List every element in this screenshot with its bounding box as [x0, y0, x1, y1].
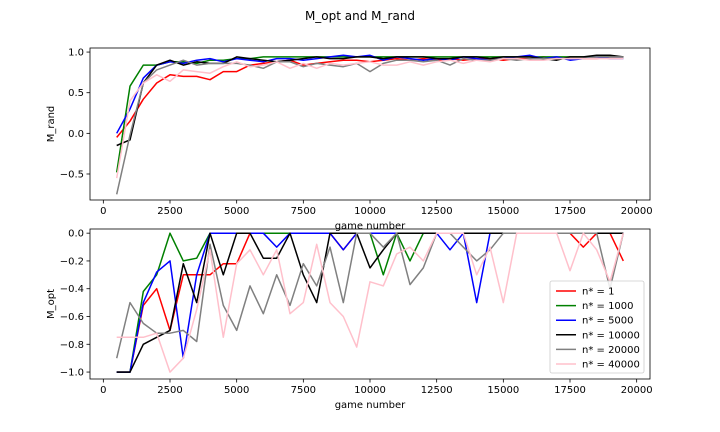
m-opt-y-tick-label: −1.0 [60, 368, 84, 379]
m-opt-legend-label: n* = 10000 [582, 330, 640, 341]
m-rand-x-tick-label: 10000 [354, 206, 386, 217]
m-opt-legend-label: n* = 5000 [582, 316, 634, 327]
m-rand-y-tick-label: −0.5 [60, 169, 84, 180]
m-opt-panel: 0 2500 5000 7500 10000 12500 15000 17500 20000 −1… [46, 228, 653, 411]
m-rand-x-tick-label: 0 [100, 206, 106, 217]
m-rand-series-line-n20000 [115, 56, 624, 195]
m-opt-y-tick-label: −0.4 [60, 284, 84, 295]
m-opt-y-tick-label: 0.0 [68, 229, 84, 240]
m-opt-x-tick-label: 10000 [354, 385, 386, 396]
m-rand-y-tick-label: 0.5 [68, 88, 84, 99]
figure-title: M_opt and M_rand [305, 9, 415, 23]
m-opt-x-tick-label: 2500 [157, 385, 182, 396]
m-opt-legend-label: n* = 1000 [582, 301, 634, 312]
m-opt-legend-label: n* = 1 [582, 287, 614, 298]
m-opt-x-tick-label: 12500 [421, 385, 453, 396]
m-opt-x-tick-label: 7500 [291, 385, 316, 396]
m-opt-y-tick-label: −0.6 [60, 312, 84, 323]
m-rand-x-tick-label: 7500 [291, 206, 316, 217]
m-opt-legend-label: n* = 40000 [582, 360, 640, 371]
m-opt-y-tick-label: −0.2 [60, 256, 84, 267]
m-rand-x-tick-label: 15000 [487, 206, 519, 217]
m-rand-panel: 0 2500 5000 7500 10000 12500 15000 17500 20000 −0… [46, 48, 653, 232]
m-opt-x-tick-label: 5000 [224, 385, 249, 396]
m-rand-x-tick-label: 20000 [621, 206, 653, 217]
m-rand-y-tick-label: 0.0 [68, 129, 84, 140]
m-rand-y-axis-label: M_rand [46, 106, 57, 143]
m-opt-x-tick-label: 20000 [621, 385, 653, 396]
m-rand-x-tick-label: 17500 [554, 206, 586, 217]
m-opt-legend-label: n* = 20000 [582, 345, 640, 356]
m-opt-series-line-n40000 [116, 232, 625, 373]
m-rand-x-tick-label: 12500 [421, 206, 453, 217]
m-rand-x-tick-label: 2500 [157, 206, 182, 217]
m-rand-x-axis-label: game number [335, 221, 406, 232]
m-opt-legend: n* = 1 n* = 1000 n* = 5000 n* = 10000 n* = 2… [549, 280, 645, 374]
m-opt-y-axis-label: M_opt [46, 289, 57, 319]
m-rand-y-tick-label: 1.0 [68, 48, 84, 59]
m-opt-x-tick-label: 15000 [487, 385, 519, 396]
m-opt-x-tick-label: 17500 [554, 385, 586, 396]
m-opt-x-axis-label: game number [335, 400, 406, 411]
m-opt-y-tick-label: −0.8 [60, 340, 84, 351]
m-opt-x-tick-label: 0 [100, 385, 106, 396]
m-rand-series-line-n40000 [115, 57, 624, 179]
m-rand-x-tick-label: 5000 [224, 206, 249, 217]
